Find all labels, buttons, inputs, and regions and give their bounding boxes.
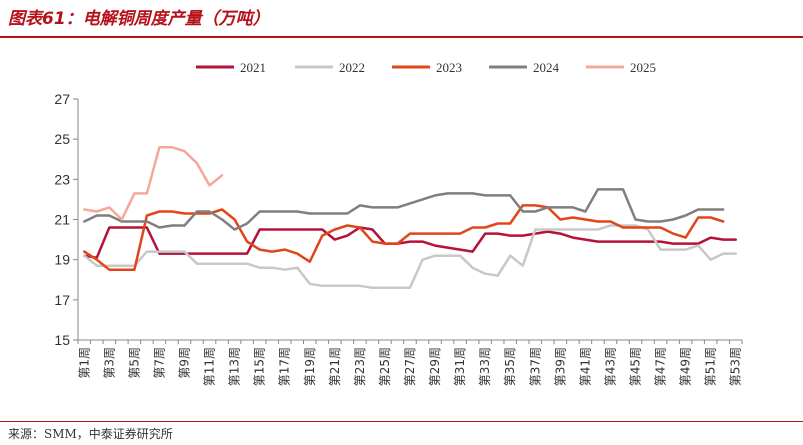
- series-line-2025: [83, 145, 224, 221]
- y-tick-label: 19: [54, 252, 70, 268]
- x-tick-label: 第37周: [528, 347, 542, 386]
- x-tick-label: 第45周: [629, 347, 643, 386]
- x-tick-label: 第19周: [303, 347, 317, 386]
- x-tick-label: 第3周: [102, 347, 116, 379]
- line-chart: 15 17 19 21 23 25 27 第1周 第3周 第5周 第7周 第9周 第11周 第13周 第15…: [54, 60, 743, 386]
- x-tick-label: 第5周: [127, 347, 141, 379]
- series-line-2023: [83, 204, 725, 271]
- x-tick-label: 第49周: [679, 347, 693, 386]
- y-tick-label: 27: [54, 91, 70, 107]
- x-tick-label: 第9周: [177, 347, 191, 379]
- x-tick-label: 第27周: [403, 347, 417, 386]
- legend-label-2022: 2022: [339, 60, 365, 75]
- y-tick-label: 25: [54, 131, 70, 147]
- x-tick-label: 第35周: [503, 347, 517, 386]
- series-line-2022: [83, 224, 737, 290]
- x-tick-label: 第23周: [353, 347, 367, 386]
- x-tick-label: 第7周: [152, 347, 166, 379]
- source-note: 来源：SMM，中泰证券研究所: [8, 427, 173, 441]
- legend-label-2025: 2025: [630, 60, 656, 75]
- legend-label-2021: 2021: [240, 60, 266, 75]
- series-line-2024: [83, 188, 725, 231]
- x-tick-label: 第11周: [203, 347, 217, 386]
- title-divider: [0, 36, 803, 38]
- y-tick-label: 15: [54, 332, 70, 348]
- x-tick-label: 第47周: [654, 347, 668, 386]
- y-tick-label: 17: [54, 292, 70, 308]
- x-tick-label: 第53周: [729, 347, 743, 386]
- footer-divider: [0, 421, 803, 422]
- y-tick-label: 23: [54, 171, 70, 187]
- x-tick-label: 第25周: [378, 347, 392, 386]
- legend-label-2024: 2024: [533, 60, 560, 75]
- legend-label-2023: 2023: [436, 60, 462, 75]
- chart-title: 图表61：电解铜周度产量（万吨）: [8, 9, 270, 29]
- y-tick-label: 21: [54, 212, 70, 228]
- x-tick-label: 第29周: [428, 347, 442, 386]
- x-tick-label: 第21周: [328, 347, 342, 386]
- x-tick-label: 第31周: [453, 347, 467, 386]
- x-tick-label: 第41周: [578, 347, 592, 386]
- x-tick-label: 第43周: [603, 347, 617, 386]
- x-tick-label: 第51周: [704, 347, 718, 386]
- x-tick-label: 第33周: [478, 347, 492, 386]
- x-tick-label: 第15周: [253, 347, 267, 386]
- x-tick-label: 第17周: [278, 347, 292, 386]
- x-tick-label: 第13周: [228, 347, 242, 386]
- series-line-2021: [83, 226, 737, 259]
- x-tick-label: 第1周: [77, 347, 91, 379]
- x-tick-label: 第39周: [553, 347, 567, 386]
